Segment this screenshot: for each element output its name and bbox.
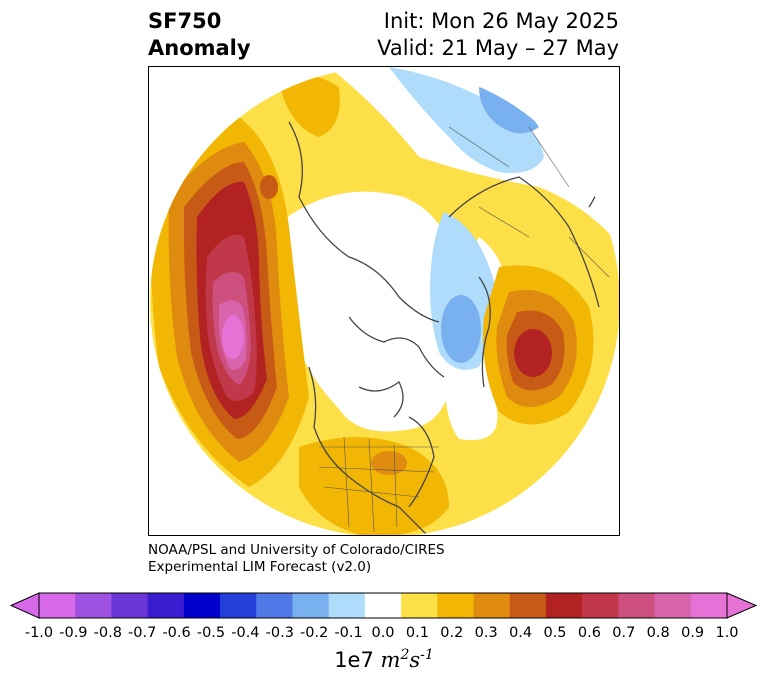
- colorbar-tick-label: -0.7: [128, 625, 157, 641]
- colorbar-tick-label: 0.4: [509, 625, 533, 641]
- title-block-left: SF750 Anomaly: [148, 8, 251, 62]
- ridge-north-0.2: [279, 75, 340, 137]
- colorbar-tick-label: 0.1: [405, 625, 429, 641]
- units-s-exponent: -1: [420, 647, 434, 663]
- anomaly-map: [150, 67, 619, 535]
- colorbar-tick-label: 0.0: [371, 625, 395, 641]
- init-date: Init: Mon 26 May 2025: [383, 9, 619, 33]
- colorbar-tick-label: -0.5: [196, 625, 226, 641]
- colorbar-tick-label: 0.6: [577, 625, 601, 641]
- colorbar-tick-label: 0.5: [543, 625, 567, 641]
- colorbar-cell: [328, 593, 366, 618]
- blue-anomaly-north: [389, 67, 544, 173]
- colorbar-tick-label: 0.2: [440, 625, 464, 641]
- units-prefix: 1e7: [334, 648, 374, 672]
- ridge-south-0.2: [299, 437, 449, 535]
- colorbar-tick-label: -0.9: [59, 625, 88, 641]
- colorbar-cell: [509, 593, 547, 618]
- colorbar-tick-label: 1.0: [715, 625, 739, 641]
- map-panel: [148, 66, 620, 536]
- political-borders: [318, 126, 610, 533]
- colorbar-cell: [582, 593, 619, 618]
- near-zero-region: [269, 191, 454, 432]
- colorbar-tick-label: 0.8: [646, 625, 670, 641]
- colorbar-tick-labels: -1.0 -0.9 -0.8 -0.7 -0.6 -0.5 -0.4 -0.3 -0.2 -0.1…: [0, 625, 768, 645]
- colorbar-cell: [147, 593, 185, 618]
- colorbar-tick-label: -1.0: [24, 625, 54, 641]
- colorbar-cell: [364, 593, 402, 618]
- ridge-north-0.4: [260, 175, 278, 199]
- credit-line-2: Experimental LIM Forecast (v2.0): [148, 559, 372, 575]
- colorbar-cell: [183, 593, 221, 618]
- credit-text: NOAA/PSL and University of Colorado/CIRE…: [148, 542, 445, 576]
- colorbar-tick-label: -0.6: [162, 625, 191, 641]
- colorbar-tick-label: -0.4: [231, 625, 260, 641]
- blue-anomaly-core: [479, 87, 539, 134]
- colorbar-cell: [545, 593, 583, 618]
- colorbar-cell: [473, 593, 511, 618]
- valid-range: Valid: 21 May – 27 May: [377, 36, 619, 60]
- colorbar-underflow-arrow: [9, 592, 40, 619]
- colorbar-tick-label: -0.3: [265, 625, 294, 641]
- colorbar-cell: [39, 593, 76, 618]
- colorbar-overflow-arrow: [726, 592, 758, 619]
- colorbar-tick-label: -0.2: [300, 625, 329, 641]
- ridge-east-0.5: [514, 329, 552, 377]
- colorbar-cell: [654, 593, 692, 618]
- anomaly-title: Anomaly: [148, 36, 251, 60]
- ridge-west-0.9: [222, 315, 244, 359]
- variable-title: SF750: [148, 9, 222, 33]
- colorbar-tick-label: 0.7: [612, 625, 636, 641]
- colorbar: [9, 592, 758, 619]
- colorbar-cell: [618, 593, 656, 618]
- colorbar-tick-label: 0.3: [474, 625, 498, 641]
- colorbar-units: 1e7 m2s-1: [0, 647, 768, 672]
- colorbar-tick-label: 0.9: [681, 625, 705, 641]
- colorbar-cell: [75, 593, 112, 618]
- colorbar-cell: [220, 593, 257, 618]
- colorbar-cell: [111, 593, 149, 618]
- ridge-south-0.3: [371, 451, 407, 475]
- colorbar-cell: [256, 593, 293, 618]
- units-s: s: [409, 648, 421, 672]
- units-m: m: [380, 648, 401, 672]
- colorbar-outline: [38, 592, 728, 619]
- colorbar-cell: [437, 593, 475, 618]
- colorbar-cell: [292, 593, 330, 618]
- colorbar-tick-label: -0.1: [334, 625, 363, 641]
- colorbar-tick-label: -0.8: [93, 625, 122, 641]
- credit-line-1: NOAA/PSL and University of Colorado/CIRE…: [148, 542, 445, 558]
- units-m-exponent: 2: [400, 647, 410, 663]
- title-block-right: Init: Mon 26 May 2025 Valid: 21 May – 27…: [377, 8, 619, 62]
- blue-anomaly-east-core: [441, 295, 481, 363]
- colorbar-cell: [690, 593, 728, 618]
- colorbar-cell: [401, 593, 438, 618]
